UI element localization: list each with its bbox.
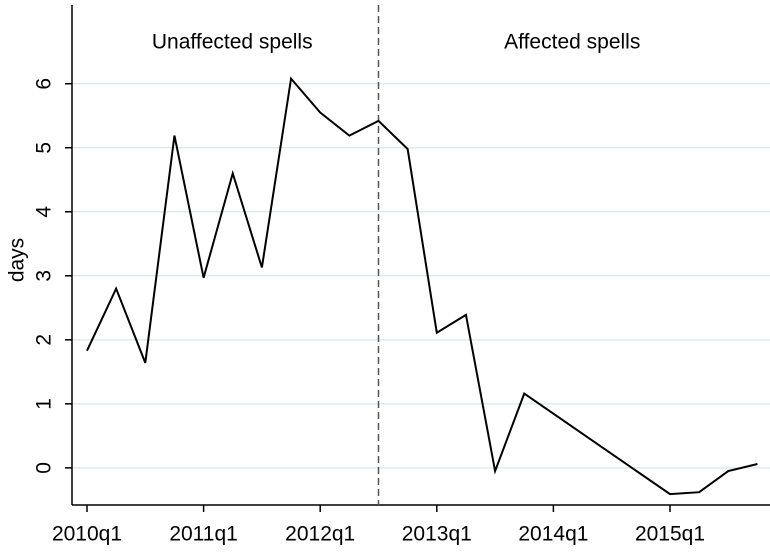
x-tick-label: 2012q1 <box>285 523 355 546</box>
y-axis-label: days <box>6 238 29 282</box>
y-tick-label: 6 <box>33 78 56 90</box>
annotation: Unaffected spells <box>152 31 313 54</box>
x-tick-label: 2011q1 <box>169 523 238 546</box>
x-tick-label: 2015q1 <box>635 523 705 546</box>
y-tick-label: 2 <box>33 334 56 346</box>
y-tick-label: 5 <box>33 142 56 154</box>
x-tick-label: 2013q1 <box>402 523 472 546</box>
x-tick-label: 2014q1 <box>518 523 588 546</box>
y-tick-label: 0 <box>33 462 56 474</box>
y-tick-label: 4 <box>33 206 56 218</box>
line-series <box>86 76 758 496</box>
x-tick-label: 2010q1 <box>52 523 122 546</box>
annotation: Affected spells <box>504 31 640 54</box>
y-tick-label: 3 <box>33 270 56 282</box>
y-tick-label: 1 <box>33 398 56 410</box>
